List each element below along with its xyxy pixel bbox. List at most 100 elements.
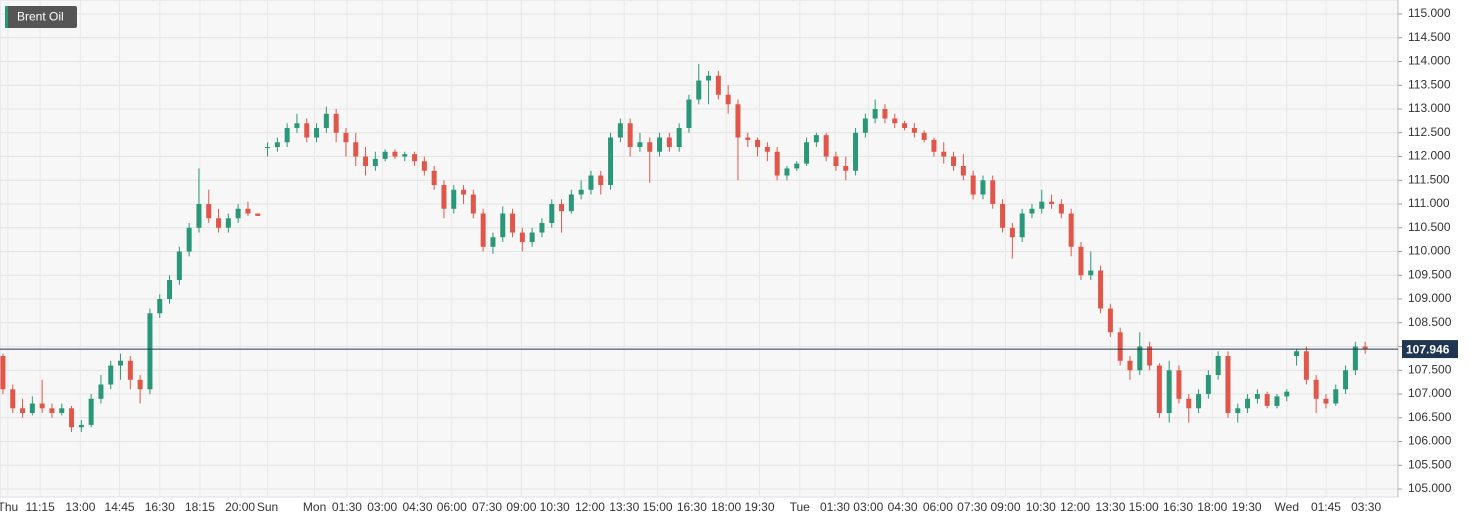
x-tick-label: 19:30	[1232, 500, 1262, 514]
x-tick-label: 01:45	[1311, 500, 1341, 514]
y-tick-label: 110.500	[1408, 220, 1451, 234]
overlay: 107.946	[0, 340, 1458, 359]
y-tick-label: 108.500	[1408, 315, 1452, 329]
candle-body	[1029, 208, 1035, 214]
candle-body	[510, 213, 516, 233]
candle-body	[372, 158, 378, 167]
x-tick-label: Mon	[303, 500, 326, 514]
candle-body	[725, 94, 731, 105]
y-tick-label: 115.000	[1408, 6, 1451, 20]
candle-body	[412, 154, 418, 162]
candle-body	[980, 180, 986, 195]
y-tick-label: 105.000	[1408, 481, 1452, 495]
candle-body	[1019, 213, 1025, 238]
candle-body	[470, 194, 476, 214]
x-tick-label: 15:00	[643, 500, 673, 514]
x-tick-label: 09:00	[990, 500, 1020, 514]
x-tick-label: 09:00	[506, 500, 536, 514]
candle-body	[490, 237, 496, 247]
candle-body	[363, 156, 369, 167]
y-tick-label: 113.000	[1408, 101, 1451, 115]
x-tick-label: 12:00	[1060, 500, 1090, 514]
x-tick-label: 06:00	[437, 500, 467, 514]
candle-body	[549, 204, 555, 224]
y-tick-label: 114.000	[1408, 54, 1451, 68]
candle-body	[696, 80, 702, 100]
candle-body	[843, 166, 849, 171]
candle-body	[598, 175, 604, 186]
candle-body	[1088, 270, 1094, 276]
candle-body	[235, 208, 241, 219]
x-tick-label: 06:00	[923, 500, 953, 514]
candle-body	[941, 151, 947, 157]
candle-body	[735, 104, 741, 138]
candle-body	[882, 109, 888, 119]
candle-body	[755, 139, 761, 148]
candle-body	[353, 142, 359, 157]
y-tick-label: 111.500	[1408, 172, 1450, 186]
x-tick-label: 20:00	[225, 500, 255, 514]
candle-body	[196, 204, 202, 228]
x-tick-label: 15:00	[1129, 500, 1159, 514]
x-tick-label: 18:00	[1197, 500, 1227, 514]
x-tick-label: 18:00	[711, 500, 741, 514]
y-tick-label: 105.500	[1408, 457, 1452, 471]
candle-body	[1294, 351, 1300, 357]
x-tick-label: 01:30	[820, 500, 850, 514]
candle-body	[892, 118, 898, 124]
candle-body	[1166, 370, 1172, 414]
candle-body	[176, 251, 182, 281]
candle-body	[1333, 389, 1339, 404]
y-tick-label: 110.000	[1408, 244, 1451, 258]
x-tick-label: 13:30	[609, 500, 639, 514]
x-tick-label: 13:00	[65, 500, 95, 514]
candle-body	[911, 128, 917, 133]
candle-body	[902, 123, 908, 129]
candle-body	[451, 189, 457, 209]
candle-body	[627, 123, 633, 148]
x-tick-label: 07:30	[957, 500, 987, 514]
candle-body	[706, 75, 712, 81]
y-tick-label: 114.500	[1408, 30, 1451, 44]
x-tick-label: 13:30	[1095, 500, 1125, 514]
x-tick-label: 14:45	[105, 500, 135, 514]
candle-body	[1343, 370, 1349, 390]
candle-body	[578, 189, 584, 195]
candle-body	[559, 204, 565, 212]
candle-body	[823, 135, 829, 157]
candle-body	[1235, 408, 1241, 414]
x-tick-label: 16:30	[677, 500, 707, 514]
candle-body	[421, 161, 427, 171]
candle-body	[970, 175, 976, 195]
y-tick-label: 111.000	[1408, 196, 1450, 210]
candle-body	[804, 142, 810, 164]
candle-body	[686, 99, 692, 129]
candle-body	[1264, 394, 1270, 406]
candle-body	[1362, 346, 1368, 350]
x-tick-label: 16:30	[145, 500, 175, 514]
candle-body	[49, 408, 55, 414]
candle-body	[921, 132, 927, 140]
candle-body	[108, 365, 114, 385]
candle-body	[774, 151, 780, 176]
candle-body	[1274, 396, 1280, 406]
candle-body	[1009, 227, 1015, 238]
candle-body	[69, 408, 75, 428]
candle-body	[98, 384, 104, 399]
candle-body	[608, 137, 614, 186]
candle-body	[1196, 394, 1202, 409]
last-price-box	[1402, 340, 1458, 359]
candle-body	[529, 232, 535, 243]
x-tick-label: Thu	[0, 500, 18, 514]
x-tick-label: Sun	[257, 500, 278, 514]
candle-body	[186, 227, 192, 252]
candle-body	[39, 403, 45, 409]
candle-body	[647, 142, 653, 152]
candle-body	[157, 299, 163, 314]
title-badge	[5, 6, 77, 28]
candle-body	[118, 360, 124, 366]
candle-body	[745, 137, 751, 140]
candle-body	[794, 163, 800, 169]
candle-body	[265, 147, 271, 149]
x-tick-label: 07:30	[472, 500, 502, 514]
